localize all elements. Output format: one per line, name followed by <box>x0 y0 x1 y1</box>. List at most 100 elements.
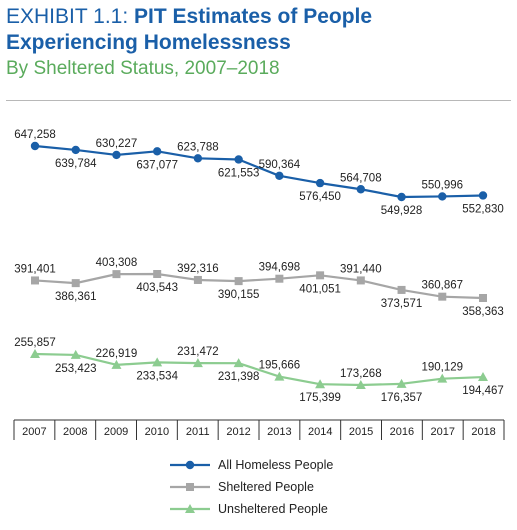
data-point <box>153 270 162 278</box>
title-divider <box>6 100 511 101</box>
x-tick-label: 2010 <box>145 426 169 438</box>
data-label: 630,227 <box>96 138 138 150</box>
data-label: 394,698 <box>259 262 301 274</box>
data-point <box>315 178 325 188</box>
data-point <box>152 357 163 367</box>
series-unsheltered-people: 255,857 253,423 226,919 233,534 231,472 231,3… <box>14 337 504 404</box>
data-point <box>478 191 488 200</box>
data-label: 552,830 <box>462 203 504 215</box>
data-point <box>316 271 325 280</box>
data-label: 639,784 <box>55 158 97 170</box>
data-label: 621,553 <box>218 167 260 179</box>
data-label: 391,401 <box>14 263 56 275</box>
data-label: 255,857 <box>14 337 56 349</box>
exhibit-label: EXHIBIT 1.1: <box>6 5 134 28</box>
data-label: 637,077 <box>136 159 178 171</box>
data-point <box>438 292 447 301</box>
x-tick-label: 2016 <box>390 426 414 438</box>
x-tick-label: 2018 <box>471 426 495 438</box>
data-label: 549,928 <box>381 205 423 217</box>
data-label: 590,364 <box>259 159 301 171</box>
data-point <box>437 373 448 383</box>
data-label: 623,788 <box>177 141 219 153</box>
data-label: 233,534 <box>136 370 178 382</box>
data-point <box>30 349 40 358</box>
legend-item: Unsheltered People <box>168 498 333 520</box>
series-group: 647,258 639,784 630,227 637,077 623,788 621,5… <box>14 129 504 404</box>
data-point <box>315 379 326 389</box>
x-tick-label: 2007 <box>22 426 46 438</box>
x-tick-label: 2017 <box>431 426 455 438</box>
data-label: 390,155 <box>218 289 260 301</box>
data-label: 403,308 <box>96 257 138 269</box>
series-line <box>34 352 484 387</box>
x-tick-label: 2009 <box>104 426 128 438</box>
x-tick-label: 2015 <box>349 426 373 438</box>
x-tick-label: 2014 <box>308 426 332 438</box>
series-line <box>34 272 484 300</box>
data-point <box>70 349 81 359</box>
x-tick-label: 2011 <box>186 426 210 438</box>
data-point <box>397 192 406 202</box>
data-label: 550,996 <box>421 179 463 191</box>
data-point <box>275 274 284 283</box>
legend-item: Sheltered People <box>168 476 333 498</box>
data-label: 373,571 <box>381 298 423 310</box>
chart-subtitle: By Sheltered Status, 2007–2018 <box>6 58 280 79</box>
data-point <box>152 147 162 156</box>
data-point <box>478 372 488 382</box>
legend-marker <box>185 504 195 513</box>
data-point <box>112 270 121 279</box>
data-label: 576,450 <box>299 191 341 203</box>
data-label: 564,708 <box>340 172 382 184</box>
data-point <box>71 279 80 288</box>
legend-marker <box>185 460 195 470</box>
data-label: 647,258 <box>14 129 56 141</box>
data-point <box>192 358 203 368</box>
data-label: 194,467 <box>462 385 504 397</box>
data-label: 195,666 <box>259 360 301 372</box>
data-point <box>274 371 285 381</box>
data-point <box>355 380 366 389</box>
data-point <box>396 378 407 388</box>
legend-label: Sheltered People <box>218 480 314 494</box>
series-all-homeless-people: 647,258 639,784 630,227 637,077 623,788 621,5… <box>14 129 504 217</box>
data-point <box>111 359 122 369</box>
chart-title: PIT Estimates of People <box>134 5 373 28</box>
data-point <box>234 277 243 286</box>
data-point <box>356 276 365 285</box>
data-label: 358,363 <box>462 306 504 318</box>
data-label: 401,051 <box>299 283 341 295</box>
line-chart: 2007 2008 2009 2010 2011 2012 2013 2014 2015 2016… <box>13 129 505 440</box>
data-point <box>71 145 80 155</box>
legend-marker <box>186 483 194 491</box>
data-label: 231,398 <box>218 371 260 383</box>
x-tick-label: 2013 <box>267 426 291 438</box>
data-point <box>438 192 447 201</box>
data-point <box>31 276 39 285</box>
data-point <box>193 154 203 163</box>
chart-title-line1: EXHIBIT 1.1: PIT Estimates of People <box>6 4 511 30</box>
data-label: 175,399 <box>299 392 341 404</box>
data-point <box>234 155 243 164</box>
data-point <box>397 285 406 294</box>
series-line <box>34 144 484 199</box>
chart-legend: All Homeless People Sheltered People Unshe… <box>168 454 333 520</box>
legend-item: All Homeless People <box>168 454 333 476</box>
legend-swatch <box>170 483 210 491</box>
data-label: 226,919 <box>96 348 138 360</box>
data-label: 403,543 <box>136 282 178 294</box>
x-tick-label: 2012 <box>226 426 250 438</box>
data-point <box>112 150 121 160</box>
x-tick-label: 2008 <box>63 426 87 438</box>
data-point <box>233 358 244 368</box>
data-point <box>30 141 40 151</box>
legend-swatch <box>170 504 210 513</box>
x-axis: 2007 2008 2009 2010 2011 2012 2013 2014 2015 2016… <box>13 419 505 440</box>
data-label: 360,867 <box>421 280 463 292</box>
chart-title-block: EXHIBIT 1.1: PIT Estimates of People Exp… <box>6 4 511 82</box>
legend-label: All Homeless People <box>218 458 334 472</box>
data-label: 190,129 <box>421 362 463 374</box>
data-label: 386,361 <box>55 291 97 303</box>
data-label: 253,423 <box>55 363 97 375</box>
